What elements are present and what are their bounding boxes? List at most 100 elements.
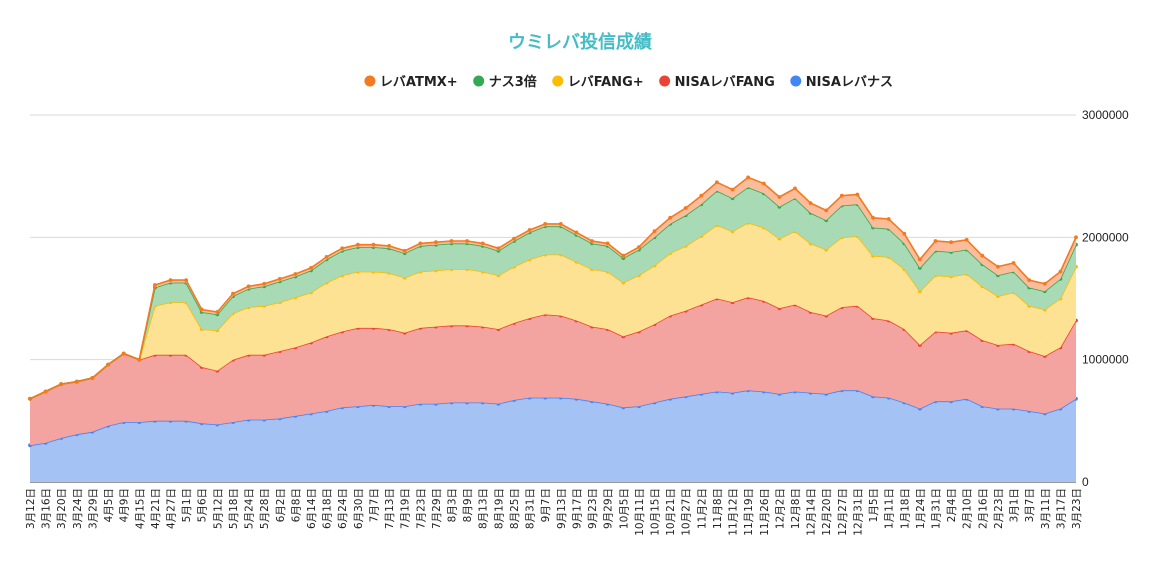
x-tick-label: 3月24日 — [72, 488, 84, 529]
x-tick-label: 6月24日 — [337, 488, 349, 529]
data-point — [637, 245, 641, 250]
x-tick-label: 1月31日 — [931, 488, 943, 529]
x-tick-label: 6月18日 — [322, 488, 334, 529]
x-tick-label: 3月20日 — [56, 488, 68, 529]
x-tick-label: 7月29日 — [431, 488, 443, 529]
x-tick-label: 1月11日 — [884, 488, 896, 529]
x-tick-label: 5月12日 — [212, 488, 224, 529]
data-point — [839, 193, 844, 198]
y-tick-label: 1000000 — [1082, 353, 1129, 367]
legend-marker — [790, 75, 802, 87]
chart-title: ウミレバ投信成績 — [508, 31, 652, 53]
x-tick-label: 6月2日 — [275, 488, 287, 522]
x-tick-label: 3月1日 — [1009, 488, 1021, 522]
x-tick-label: 4月27日 — [166, 488, 178, 529]
data-point — [199, 307, 204, 312]
data-point — [902, 231, 907, 236]
data-point — [933, 239, 938, 243]
x-tick-label: 6月30日 — [353, 488, 365, 529]
x-tick-label: 12月20日 — [821, 488, 833, 536]
data-point — [668, 215, 672, 220]
y-tick-label: 3000000 — [1082, 108, 1129, 122]
x-tick-label: 8月9日 — [462, 488, 474, 522]
x-tick-label: 3月11日 — [1040, 488, 1052, 529]
x-tick-label: 12月27日 — [837, 488, 849, 536]
x-tick-label: 8月25日 — [509, 488, 521, 529]
x-tick-label: 2月4日 — [946, 488, 958, 522]
x-tick-label: 3月12日 — [25, 488, 37, 529]
legend-marker — [364, 75, 376, 87]
y-tick-label: 0 — [1082, 475, 1089, 489]
data-point — [387, 244, 391, 248]
data-point — [683, 206, 688, 210]
y-axis: 0 1000000 2000000 3000000 — [1082, 108, 1129, 489]
x-tick-label: 8月19日 — [493, 488, 505, 529]
data-point — [324, 255, 329, 259]
x-tick-label: 3月7日 — [1024, 488, 1036, 522]
x-tick-label: 1月5日 — [868, 488, 880, 522]
x-tick-label: 5月24日 — [244, 488, 256, 529]
data-point — [777, 195, 782, 199]
x-tick-label: 8月31日 — [525, 488, 537, 529]
x-tick-label: 3月29日 — [87, 488, 99, 529]
data-point — [309, 266, 313, 270]
data-point — [808, 201, 813, 206]
data-point — [340, 246, 345, 251]
legend-label: レバATMX+ — [380, 75, 458, 90]
data-point — [574, 230, 579, 235]
x-tick-label: 4月21日 — [150, 488, 162, 529]
x-tick-label: 12月31日 — [852, 488, 864, 536]
data-point — [1074, 235, 1078, 240]
plot-area — [28, 175, 1078, 482]
data-point — [418, 241, 423, 246]
legend-label: ナス3倍 — [489, 74, 537, 90]
data-point — [137, 357, 142, 362]
x-tick-label: 12月14日 — [806, 488, 818, 536]
legend-marker — [552, 75, 564, 87]
data-point — [558, 222, 563, 226]
data-point — [480, 241, 485, 246]
x-tick-label: 1月24日 — [915, 488, 927, 529]
data-point — [761, 181, 766, 186]
data-point — [277, 277, 282, 281]
data-point — [121, 351, 126, 356]
x-tick-label: 2月10日 — [962, 488, 974, 529]
x-tick-label: 10月27日 — [681, 488, 693, 536]
area-series-2 — [30, 222, 1076, 399]
x-tick-label: 7月23日 — [415, 488, 427, 529]
data-point — [980, 253, 985, 258]
area-series-1 — [30, 297, 1076, 446]
x-tick-label: 9月23日 — [587, 488, 599, 529]
x-tick-label: 8月3日 — [447, 488, 459, 522]
x-tick-label: 9月7日 — [540, 488, 552, 522]
data-point — [543, 222, 548, 226]
x-tick-label: 10月15日 — [650, 488, 662, 536]
x-axis: 3月12日 3月16日 3月20日 3月24日 3月29日 4月5日 4月9日 4月15日 4月… — [25, 488, 1083, 536]
data-point — [746, 175, 750, 180]
data-point — [730, 187, 735, 192]
x-tick-label: 12月8日 — [790, 488, 802, 529]
x-tick-label: 8月13日 — [478, 488, 490, 529]
data-point — [434, 240, 438, 245]
data-point — [28, 396, 32, 401]
data-point — [996, 264, 1000, 269]
x-tick-label: 11月26日 — [759, 488, 771, 536]
data-point — [262, 281, 267, 286]
x-tick-label: 10月11日 — [634, 488, 646, 536]
x-tick-label: 6月8日 — [290, 488, 302, 522]
x-tick-label: 3月16日 — [41, 488, 53, 529]
series-line-4 — [29, 176, 1077, 400]
data-point — [824, 208, 829, 213]
y-tick-label: 2000000 — [1082, 230, 1129, 244]
data-point — [652, 229, 657, 234]
data-point — [918, 257, 922, 262]
data-point — [512, 236, 516, 241]
x-tick-label: 11月8日 — [712, 488, 724, 529]
data-point — [1011, 261, 1016, 265]
data-point — [855, 192, 860, 197]
data-point — [59, 382, 64, 386]
data-point — [293, 272, 298, 276]
data-point — [964, 237, 969, 242]
data-point — [168, 278, 173, 282]
